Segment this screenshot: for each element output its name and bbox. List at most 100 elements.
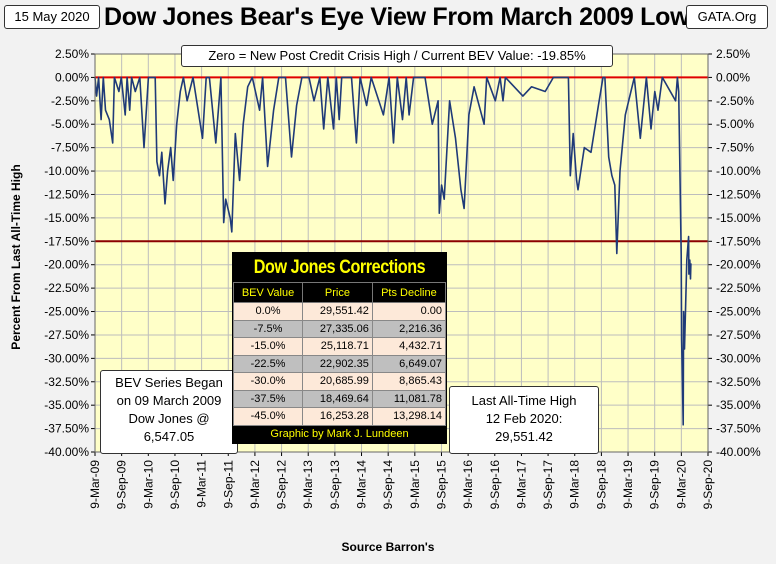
x-tick-label: 9-Mar-11 <box>195 460 209 508</box>
bev-value-cell: -37.5% <box>232 389 304 408</box>
x-tick-label: 9-Mar-20 <box>674 460 688 509</box>
x-tick-label: 9-Sep-16 <box>488 460 502 510</box>
y-tick-label-left: -40.00% <box>44 445 89 459</box>
x-tick-label: 9-Mar-15 <box>408 460 422 509</box>
table-row: -45.0% 16,253.28 13,298.14 <box>232 407 447 426</box>
x-tick-label: 9-Sep-20 <box>701 460 715 510</box>
y-tick-label-right: -40.00% <box>716 445 761 459</box>
pts-decline-cell: 6,649.07 <box>371 354 447 373</box>
y-tick-label-left: -5.00% <box>51 117 89 131</box>
y-tick-label-left: -2.50% <box>51 94 89 108</box>
y-tick-label-right: -2.50% <box>716 94 754 108</box>
price-cell: 20,685.99 <box>302 372 373 391</box>
series-start-note: BEV Series Began on 09 March 2009 Dow Jo… <box>100 370 238 454</box>
x-tick-label: 9-Sep-18 <box>594 460 608 510</box>
price-cell: 27,335.06 <box>302 319 373 338</box>
date-label: 15 May 2020 <box>4 5 100 29</box>
table-row: -15.0% 25,118.71 4,432.71 <box>232 337 447 356</box>
y-tick-label-left: -30.00% <box>44 351 89 365</box>
pts-decline-cell: 11,081.78 <box>371 389 447 408</box>
y-tick-label-right: -5.00% <box>716 117 754 131</box>
y-tick-label-left: -37.50% <box>44 422 89 436</box>
y-tick-label-right: -35.00% <box>716 398 761 412</box>
y-axis-title: Percent From Last All-Time High <box>9 164 23 350</box>
chart-title: Dow Jones Bear's Eye View From March 200… <box>104 3 690 31</box>
bev-value-cell: -45.0% <box>232 407 304 426</box>
x-tick-label: 9-Mar-13 <box>301 460 315 509</box>
x-tick-label: 9-Sep-13 <box>328 460 342 510</box>
chart-subtitle: Zero = New Post Credit Crisis High / Cur… <box>181 45 613 67</box>
note-line: BEV Series Began <box>115 375 223 390</box>
note-line: Dow Jones @ <box>128 411 210 426</box>
x-tick-label: 9-Mar-17 <box>514 460 528 509</box>
x-tick-label: 9-Mar-18 <box>568 460 582 509</box>
y-tick-label-right: -12.50% <box>716 187 761 201</box>
price-cell: 18,469.64 <box>302 389 373 408</box>
bev-value-cell: 0.0% <box>232 302 304 321</box>
price-cell: 22,902.35 <box>302 354 373 373</box>
corrections-table-title: Dow Jones Corrections <box>253 257 426 278</box>
table-row: -7.5% 27,335.06 2,216.36 <box>232 319 447 338</box>
x-tick-label: 9-Sep-09 <box>115 460 129 510</box>
y-tick-label-left: -35.00% <box>44 398 89 412</box>
last-high-note: Last All-Time High 12 Feb 2020: 29,551.4… <box>449 386 599 454</box>
y-tick-label-left: 0.00% <box>55 70 89 84</box>
x-tick-label: 9-Mar-09 <box>88 460 102 509</box>
x-tick-label: 9-Sep-19 <box>648 460 662 510</box>
x-tick-label: 9-Sep-11 <box>221 460 235 509</box>
y-tick-label-right: -30.00% <box>716 351 761 365</box>
y-tick-label-left: 2.50% <box>55 47 89 61</box>
y-tick-label-left: -7.50% <box>51 141 89 155</box>
y-tick-label-right: -22.50% <box>716 281 761 295</box>
y-tick-label-left: -27.50% <box>44 328 89 342</box>
y-tick-label-right: 0.00% <box>716 70 750 84</box>
table-row: 0.0% 29,551.42 0.00 <box>232 302 447 321</box>
x-tick-label: 9-Mar-10 <box>141 460 155 509</box>
y-tick-label-right: -27.50% <box>716 328 761 342</box>
graphic-credit: Graphic by Mark J. Lundeen <box>233 425 446 443</box>
x-tick-label: 9-Mar-12 <box>248 460 262 509</box>
x-axis-title: Source Barron's <box>341 540 435 554</box>
y-tick-label-left: -17.50% <box>44 234 89 248</box>
pts-decline-cell: 4,432.71 <box>371 337 447 356</box>
table-header-row: BEV Value Price Pts Decline <box>232 282 447 303</box>
note-line: Last All-Time High <box>471 393 577 408</box>
x-tick-label: 9-Mar-16 <box>461 460 475 509</box>
bev-value-cell: -7.5% <box>232 319 304 338</box>
x-tick-label: 9-Mar-14 <box>355 460 369 509</box>
pts-decline-cell: 8,865.43 <box>371 372 447 391</box>
pts-decline-cell: 13,298.14 <box>371 407 447 426</box>
y-tick-label-left: -15.00% <box>44 211 89 225</box>
x-tick-label: 9-Sep-10 <box>168 460 182 510</box>
y-tick-label-right: -20.00% <box>716 258 761 272</box>
y-tick-label-right: 2.50% <box>716 47 750 61</box>
table-row: -30.0% 20,685.99 8,865.43 <box>232 372 447 391</box>
x-tick-label: 9-Sep-15 <box>434 460 448 510</box>
y-tick-label-left: -10.00% <box>44 164 89 178</box>
bev-value-cell: -22.5% <box>232 354 304 373</box>
y-tick-label-right: -37.50% <box>716 422 761 436</box>
pts-decline-cell: 2,216.36 <box>371 319 447 338</box>
y-tick-label-right: -15.00% <box>716 211 761 225</box>
corrections-table: Dow Jones Corrections BEV Value Price Pt… <box>232 252 447 444</box>
price-cell: 29,551.42 <box>302 302 373 321</box>
y-tick-label-left: -25.00% <box>44 305 89 319</box>
y-tick-label-left: -12.50% <box>44 187 89 201</box>
table-row: -22.5% 22,902.35 6,649.07 <box>232 354 447 373</box>
x-tick-label: 9-Sep-17 <box>541 460 555 510</box>
y-tick-label-right: -7.50% <box>716 141 754 155</box>
y-tick-label-left: -20.00% <box>44 258 89 272</box>
x-tick-label: 9-Sep-12 <box>275 460 289 510</box>
price-cell: 25,118.71 <box>302 337 373 356</box>
y-tick-label-right: -10.00% <box>716 164 761 178</box>
x-tick-label: 9-Mar-19 <box>621 460 635 509</box>
bev-value-cell: -30.0% <box>232 372 304 391</box>
x-tick-label: 9-Sep-14 <box>381 460 395 510</box>
y-tick-label-right: -25.00% <box>716 305 761 319</box>
y-tick-label-right: -32.50% <box>716 375 761 389</box>
note-line: 6,547.05 <box>143 429 195 444</box>
corrections-grid: BEV Value Price Pts Decline 0.0% 29,551.… <box>232 282 447 426</box>
column-header: Pts Decline <box>371 282 447 303</box>
price-cell: 16,253.28 <box>302 407 373 426</box>
